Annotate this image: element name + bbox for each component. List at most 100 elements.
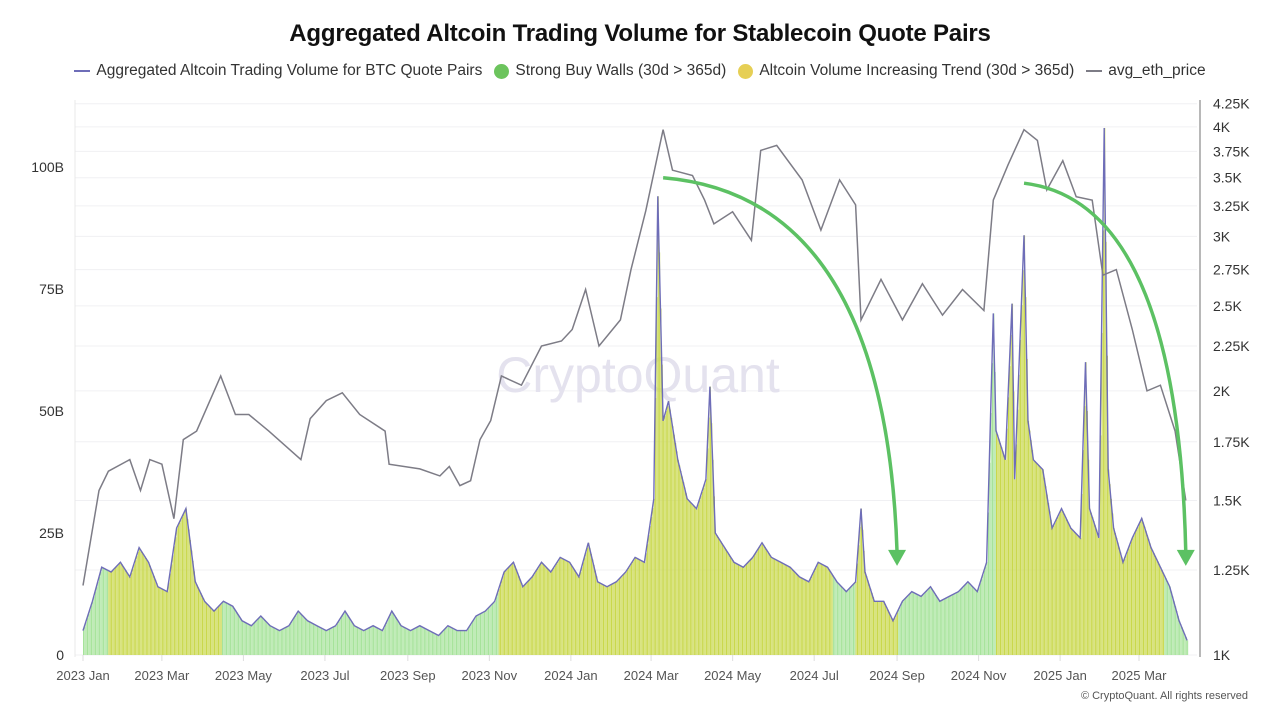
volume-bar: [794, 571, 796, 655]
volume-bar: [731, 558, 733, 655]
volume-bar: [1176, 611, 1178, 655]
volume-bar: [934, 592, 936, 655]
volume-bar: [450, 627, 452, 655]
volume-bar: [280, 629, 282, 655]
volume-bar: [834, 577, 836, 655]
volume-bar: [108, 570, 110, 655]
volume-bar: [602, 584, 605, 655]
volume-bar: [258, 618, 260, 655]
volume-bar: [463, 630, 466, 655]
volume-bar: [402, 626, 404, 655]
volume-bar: [814, 570, 816, 655]
volume-bar: [1084, 406, 1086, 655]
volume-bar: [1164, 575, 1166, 655]
volume-bar: [272, 627, 274, 655]
volume-bar: [1101, 332, 1103, 655]
volume-bar: [1128, 548, 1130, 655]
volume-bar: [680, 470, 682, 655]
volume-bar: [620, 577, 622, 655]
volume-bar: [665, 411, 667, 655]
volume-bar: [299, 612, 301, 655]
volume-bar: [461, 630, 463, 655]
volume-bar: [872, 597, 875, 655]
volume-bar: [160, 588, 162, 655]
volume-bar: [312, 623, 314, 655]
volume-bar: [621, 576, 623, 655]
volume-bar: [204, 601, 206, 655]
volume-bar: [417, 627, 419, 655]
volume-bar: [1172, 596, 1174, 655]
volume-bar: [1017, 409, 1019, 655]
volume-bar: [173, 546, 175, 655]
volume-bar: [967, 581, 969, 655]
volume-bar: [351, 621, 353, 655]
volume-bar: [1173, 601, 1175, 655]
volume-bar: [1184, 633, 1186, 655]
legend-item[interactable]: avg_eth_price: [1086, 62, 1206, 80]
volume-bar: [369, 627, 371, 655]
volume-bar: [1124, 558, 1126, 655]
volume-bar: [148, 562, 150, 655]
volume-bar: [791, 568, 793, 655]
volume-bar: [938, 599, 940, 655]
x-tick-label: 2023 Nov: [462, 668, 518, 683]
volume-bar: [737, 564, 740, 655]
volume-bar: [298, 611, 300, 655]
volume-bar: [728, 553, 730, 655]
volume-line: [82, 127, 1188, 641]
legend-item[interactable]: Strong Buy Walls (30d > 365d): [494, 62, 726, 80]
volume-bar: [608, 585, 610, 655]
volume-bar: [315, 625, 317, 655]
volume-bar: [505, 570, 507, 655]
volume-bar: [1143, 522, 1145, 655]
volume-bar: [179, 522, 181, 655]
volume-bar: [565, 560, 567, 655]
volume-bar: [1036, 462, 1038, 655]
volume-bar: [1093, 521, 1095, 655]
volume-bar: [725, 549, 727, 655]
volume-bar: [661, 364, 663, 655]
volume-bar: [405, 627, 407, 655]
volume-bar: [230, 604, 232, 655]
volume-bar: [830, 571, 832, 655]
volume-bar: [209, 606, 212, 655]
y-right-tick-label: 3.75K: [1213, 143, 1250, 159]
legend-item[interactable]: Altcoin Volume Increasing Trend (30d > 3…: [738, 62, 1074, 80]
volume-bar: [585, 552, 587, 655]
volume-bar: [930, 586, 932, 655]
volume-bar: [684, 487, 686, 655]
volume-bar: [358, 627, 360, 655]
legend-item[interactable]: Aggregated Altcoin Trading Volume for BT…: [74, 62, 482, 80]
volume-bar: [145, 558, 147, 655]
volume-bar: [1049, 511, 1051, 655]
volume-bar: [605, 585, 607, 655]
volume-bar: [816, 565, 818, 655]
volume-bar: [1018, 374, 1020, 655]
volume-bar: [629, 565, 631, 655]
volume-bar: [193, 571, 195, 655]
volume-bar: [246, 622, 248, 655]
volume-bar: [92, 601, 94, 655]
volume-bar: [1153, 553, 1155, 655]
volume-bar: [929, 588, 931, 655]
volume-bar: [240, 618, 242, 655]
volume-bar: [950, 595, 952, 655]
volume-bar: [707, 448, 709, 655]
volume-bar: [163, 589, 165, 655]
volume-bar: [492, 604, 494, 655]
volume-bar: [1097, 533, 1099, 655]
volume-bar: [326, 630, 328, 655]
volume-bar: [598, 582, 601, 655]
volume-bar: [772, 558, 774, 655]
volume-bar: [185, 508, 187, 655]
volume-bar: [557, 561, 559, 655]
volume-bar: [987, 512, 989, 655]
volume-bar: [786, 565, 788, 655]
volume-bar: [979, 583, 981, 655]
volume-bar: [1136, 529, 1138, 655]
volume-bar: [457, 630, 459, 655]
volume-bar: [1002, 451, 1004, 655]
volume-bar: [906, 597, 908, 655]
volume-bar: [955, 592, 957, 655]
volume-bar: [744, 565, 746, 655]
